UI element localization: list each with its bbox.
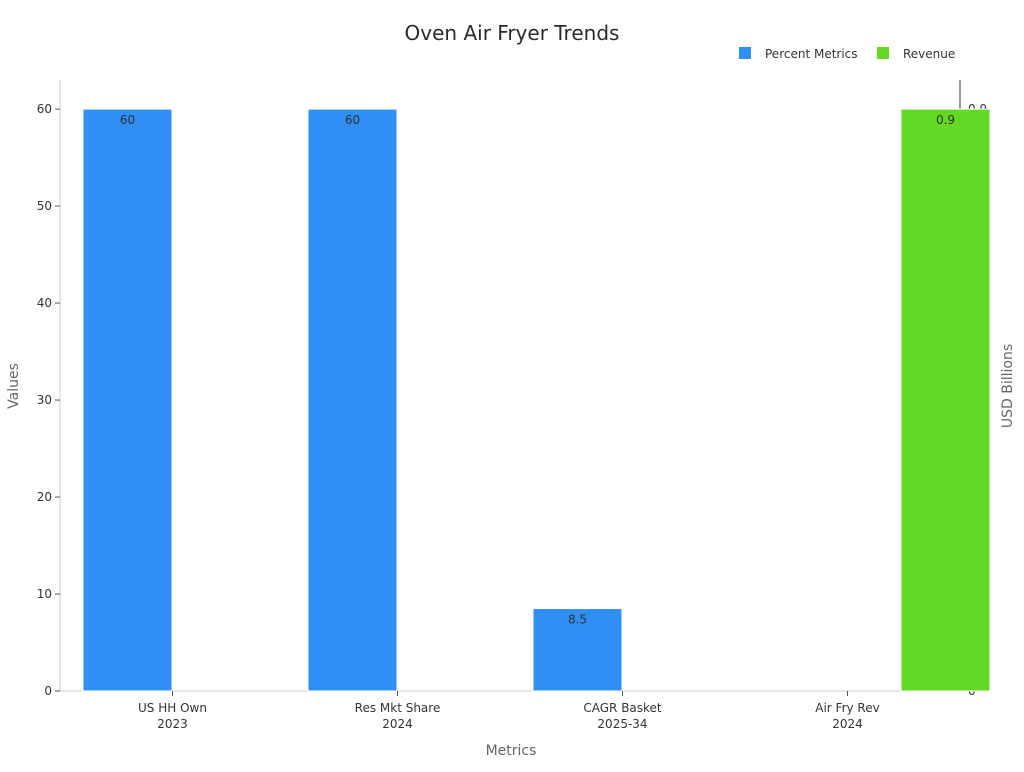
x-tick-label: Air Fry Rev: [815, 701, 879, 715]
x-tick-label: 2024: [832, 717, 863, 731]
y2-axis-label: USD Billions: [1000, 344, 1016, 428]
x-tick-label: 2025-34: [597, 717, 647, 731]
bar-data-label: 0.9: [936, 113, 955, 127]
y-tick-label: 0: [44, 684, 52, 698]
bar: [900, 108, 991, 692]
y-tick-label: 30: [37, 393, 52, 407]
bar-data-label: 8.5: [568, 613, 587, 627]
y-tick-label: 40: [37, 296, 52, 310]
x-tick-label: 2023: [157, 717, 188, 731]
legend-swatch: [739, 47, 751, 59]
x-tick-label: Res Mkt Share: [355, 701, 441, 715]
chart-title: Oven Air Fryer Trends: [405, 21, 620, 45]
bar-data-label: 60: [120, 113, 135, 127]
x-tick-label: 2024: [382, 717, 413, 731]
bar: [307, 108, 398, 692]
bar: [82, 108, 173, 692]
y-axis-label: Values: [6, 363, 22, 409]
bar: [532, 608, 623, 692]
y-tick-label: 60: [37, 102, 52, 116]
bar-data-label: 60: [345, 113, 360, 127]
y-tick-label: 20: [37, 490, 52, 504]
legend-swatch: [877, 47, 889, 59]
x-axis-label: Metrics: [486, 743, 537, 759]
legend-label: Percent Metrics: [765, 47, 858, 61]
y-tick-label: 10: [37, 587, 52, 601]
legend-label: Revenue: [903, 47, 955, 61]
x-tick-label: US HH Own: [138, 701, 207, 715]
x-tick-label: CAGR Basket: [583, 701, 662, 715]
y-tick-label: 50: [37, 199, 52, 213]
